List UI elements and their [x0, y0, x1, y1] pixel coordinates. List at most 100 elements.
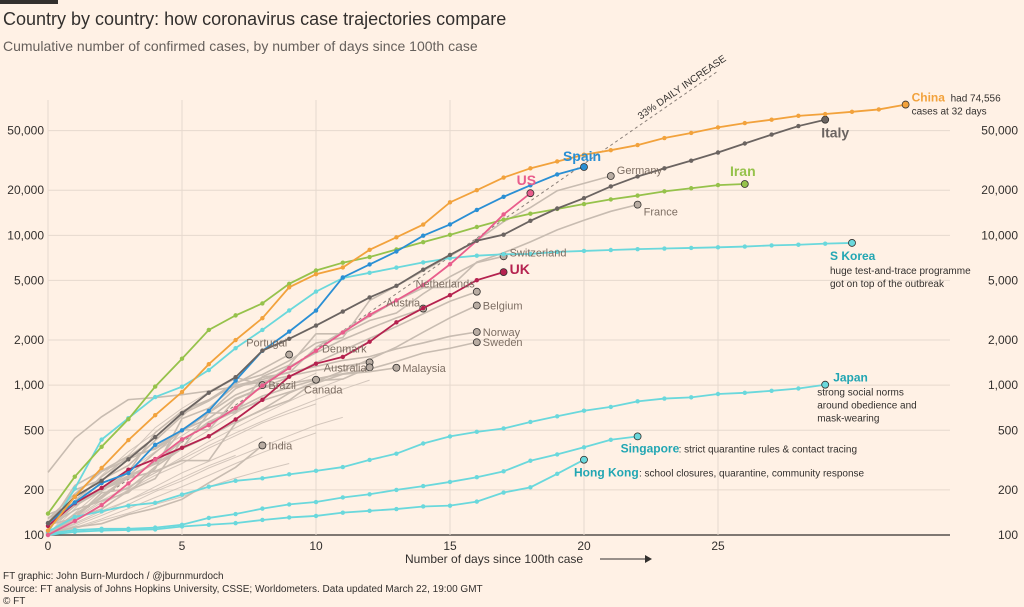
reference-line-label: 33% DAILY INCREASE — [636, 53, 729, 122]
note-japan: strong social norms — [817, 388, 904, 399]
data-point — [45, 511, 51, 516]
data-point — [260, 348, 265, 353]
data-point — [394, 506, 399, 512]
data-point — [45, 520, 51, 526]
data-point — [340, 330, 345, 335]
series-hongkong — [45, 455, 588, 538]
y-tick-label-left: 200 — [24, 483, 44, 497]
series-end-marker — [633, 200, 642, 209]
chart-subtitle: Cumulative number of confirmed cases, by… — [3, 38, 478, 54]
data-point — [474, 224, 479, 230]
data-point — [555, 159, 560, 164]
data-point — [126, 527, 131, 533]
data-point — [555, 206, 560, 211]
x-axis-arrow-head — [645, 555, 652, 563]
data-point — [126, 416, 131, 422]
data-point — [447, 262, 453, 267]
series-line — [47, 103, 906, 532]
data-point — [153, 394, 158, 400]
data-point — [796, 113, 801, 119]
data-point — [287, 308, 292, 313]
data-point — [45, 528, 51, 533]
chart-title: Country by country: how coronavirus case… — [3, 9, 507, 29]
data-point — [501, 175, 506, 180]
series-end-marker — [821, 380, 830, 389]
y-tick-label-right: 20,000 — [981, 183, 1018, 197]
data-point — [528, 458, 533, 463]
data-point — [635, 142, 640, 148]
series-line — [47, 444, 263, 535]
data-point — [421, 267, 426, 272]
data-point — [421, 260, 426, 265]
label-australia: Australia — [324, 362, 368, 374]
data-point — [689, 186, 694, 191]
data-point — [206, 390, 211, 395]
data-point — [394, 298, 399, 303]
data-point — [474, 277, 479, 283]
data-point — [501, 469, 506, 474]
data-point — [340, 275, 345, 280]
data-point — [394, 487, 399, 493]
data-point — [474, 238, 479, 243]
series-denmark — [47, 358, 374, 473]
y-tick-label-right: 500 — [998, 423, 1018, 437]
data-point — [501, 490, 506, 495]
data-point — [474, 475, 479, 480]
data-point — [528, 183, 533, 188]
series-end-marker — [392, 363, 401, 372]
data-point — [99, 509, 104, 514]
label-japan: Japan — [833, 371, 868, 385]
data-point — [340, 260, 345, 265]
label-hongkong: Hong Kong — [574, 466, 639, 480]
data-point — [287, 329, 292, 334]
data-point — [367, 247, 372, 253]
data-point — [72, 494, 78, 499]
data-point — [555, 172, 560, 177]
data-point — [340, 495, 345, 500]
data-point — [501, 232, 506, 237]
data-point — [313, 268, 319, 273]
data-point — [367, 339, 372, 344]
label-germany: Germany — [617, 165, 663, 177]
label-iran: Iran — [730, 163, 756, 179]
data-point — [769, 132, 774, 137]
y-tick-label-right: 2,000 — [988, 333, 1018, 347]
data-point — [474, 253, 479, 258]
label-austria: Austria — [386, 298, 421, 310]
data-point — [635, 399, 640, 404]
data-point — [287, 472, 292, 477]
data-point — [153, 442, 158, 447]
data-point — [421, 441, 426, 446]
data-point — [501, 217, 506, 222]
data-point — [99, 478, 104, 483]
data-point — [447, 232, 453, 238]
data-point — [206, 367, 211, 373]
data-point — [179, 384, 185, 389]
data-point — [153, 457, 158, 462]
data-point — [528, 419, 533, 425]
data-point — [206, 515, 211, 521]
label-sweden: Sweden — [483, 337, 523, 349]
data-point — [313, 323, 319, 328]
series-end-marker — [901, 100, 910, 109]
data-point — [153, 527, 158, 532]
series-end-marker — [472, 328, 481, 336]
series-end-marker — [365, 363, 374, 372]
data-point — [555, 452, 560, 457]
series-end-marker — [821, 115, 830, 124]
data-point — [313, 361, 319, 366]
data-point — [340, 265, 345, 270]
data-point — [689, 130, 694, 136]
data-point — [796, 242, 801, 247]
series-italy — [45, 115, 830, 526]
y-tick-label-right: 200 — [998, 483, 1018, 497]
data-point — [849, 109, 855, 115]
series-end-marker — [499, 268, 508, 276]
data-point — [662, 189, 667, 194]
data-point — [233, 478, 238, 483]
data-point — [313, 289, 319, 294]
data-point — [689, 395, 694, 400]
note-singapore: : strict quarantine rules & contact trac… — [679, 444, 857, 455]
data-point — [447, 293, 453, 298]
data-point — [126, 481, 131, 486]
